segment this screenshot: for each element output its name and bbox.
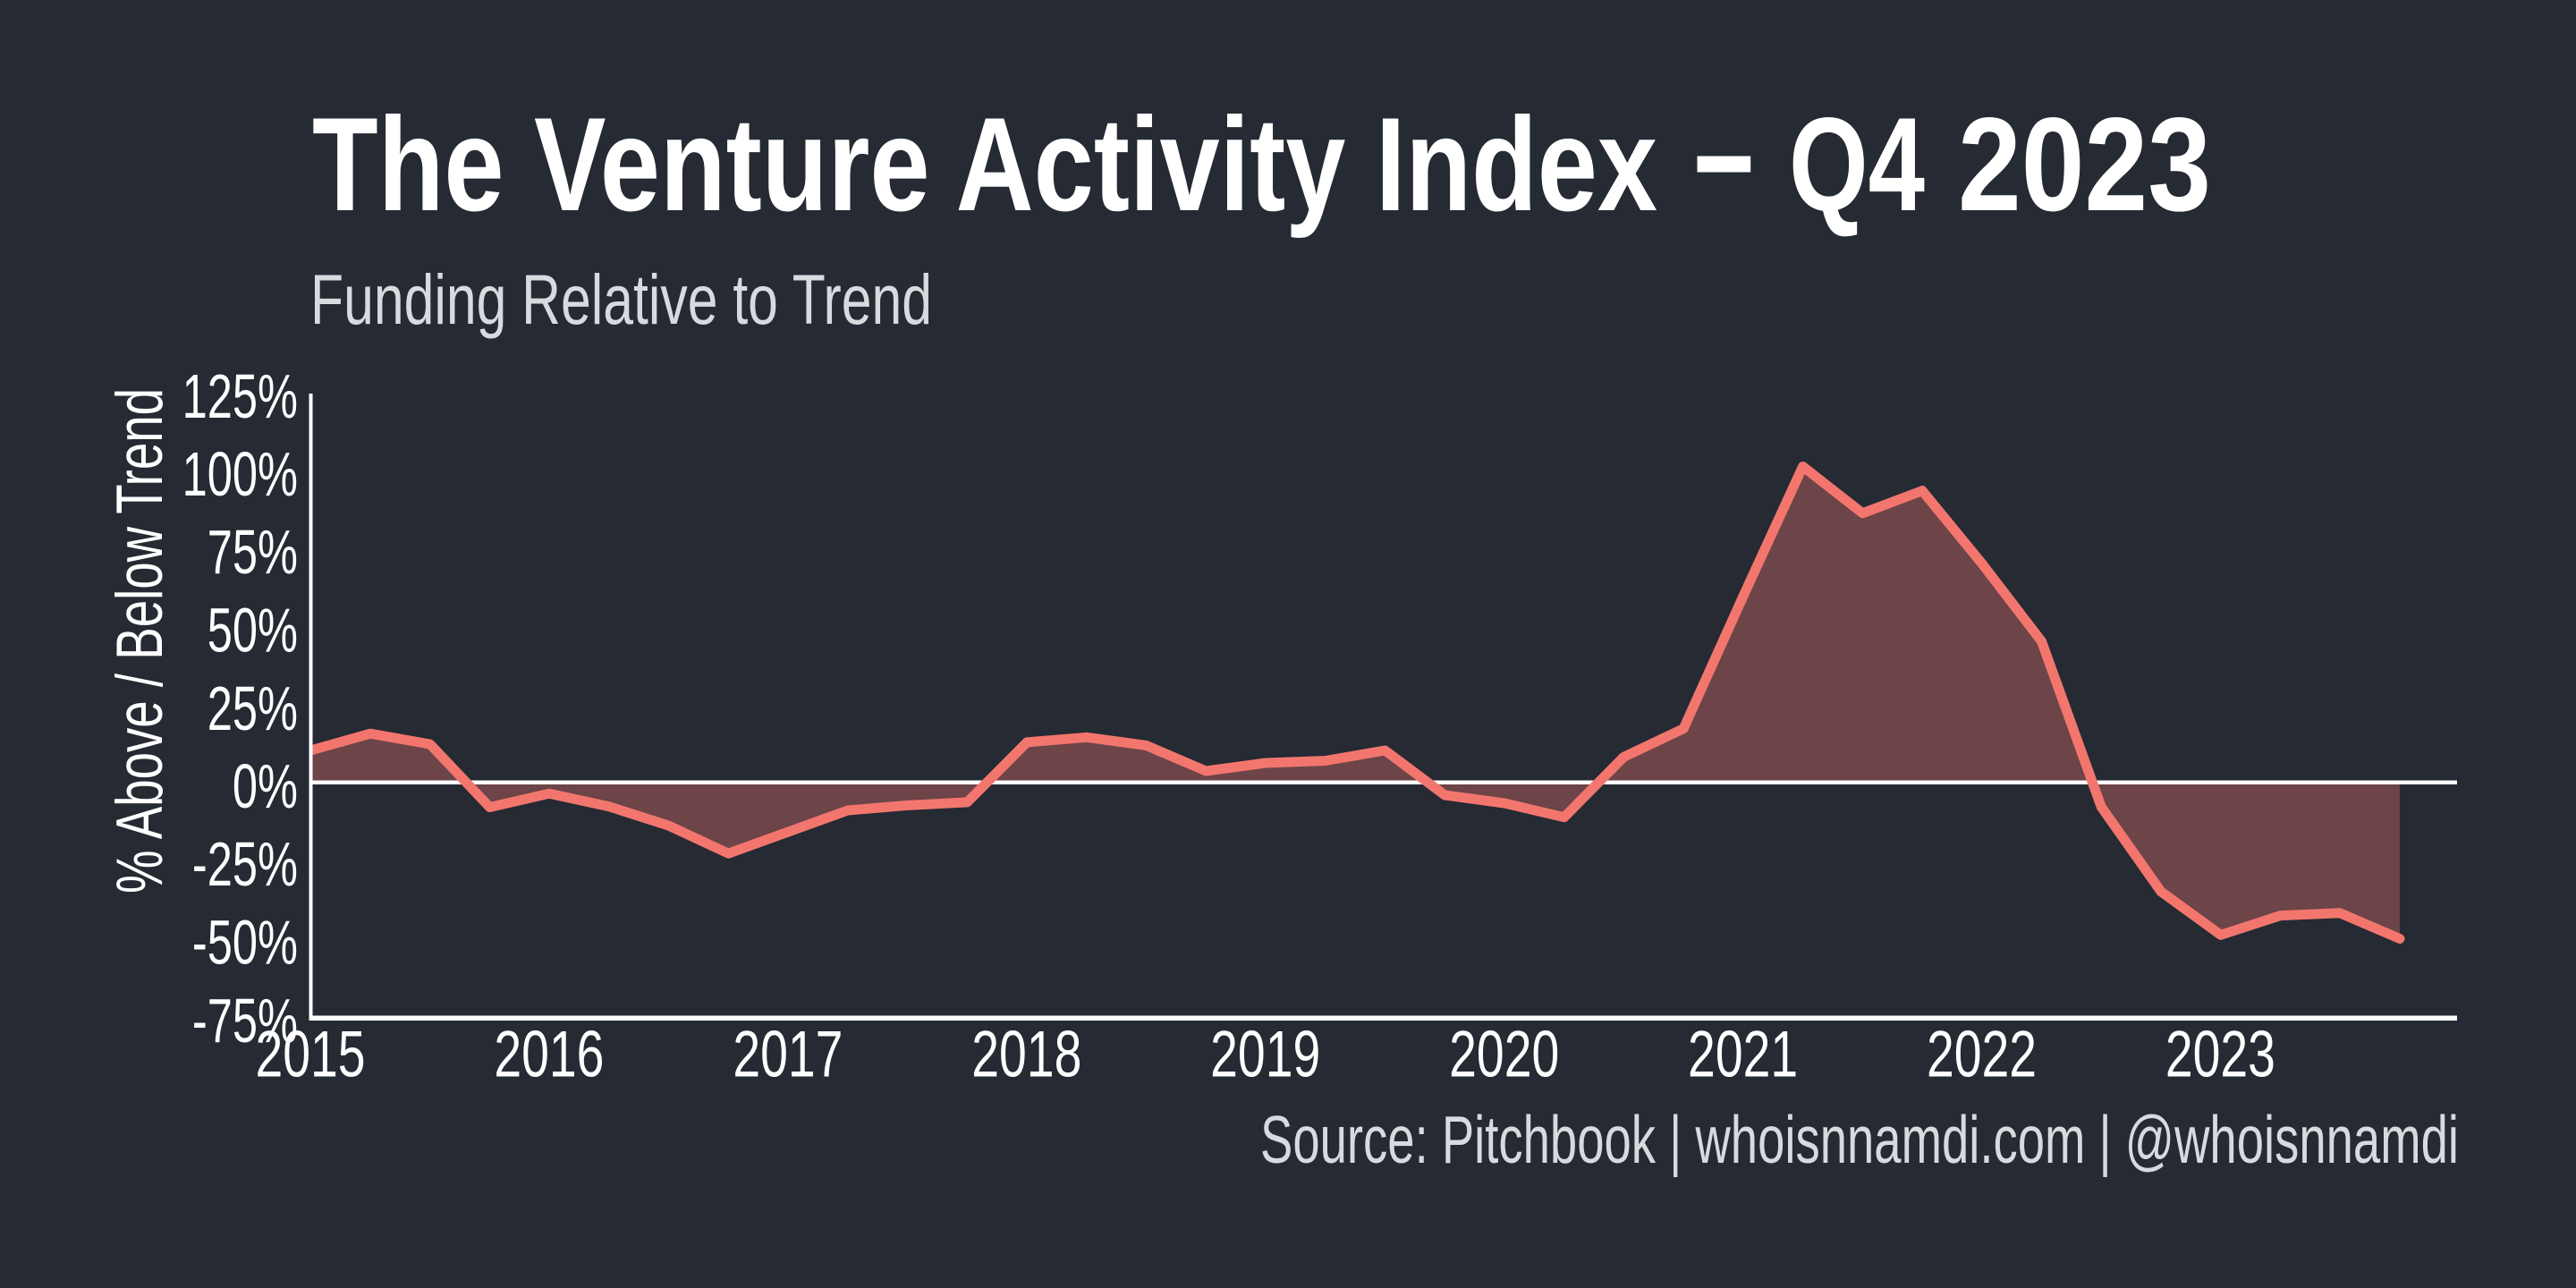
svg-text:100%: 100% (182, 439, 298, 509)
svg-text:2018: 2018 (971, 1017, 1081, 1090)
svg-text:2023: 2023 (2165, 1017, 2275, 1090)
svg-text:2021: 2021 (1688, 1017, 1798, 1090)
svg-text:2022: 2022 (1927, 1017, 2037, 1090)
svg-text:% Above / Below Trend: % Above / Below Trend (104, 388, 176, 894)
svg-text:50%: 50% (208, 595, 298, 665)
svg-text:75%: 75% (208, 517, 298, 587)
svg-text:125%: 125% (182, 361, 298, 431)
svg-text:2015: 2015 (255, 1017, 365, 1090)
svg-text:-25%: -25% (192, 829, 298, 899)
svg-text:Q4: Q4 (1789, 89, 1925, 239)
svg-text:2019: 2019 (1210, 1017, 1320, 1090)
svg-text:2017: 2017 (733, 1017, 843, 1090)
svg-text:-50%: -50% (192, 907, 298, 977)
svg-text:0%: 0% (233, 751, 298, 821)
svg-text:2023: 2023 (1958, 89, 2211, 239)
svg-text:2016: 2016 (494, 1017, 604, 1090)
svg-text:Funding Relative to Trend: Funding Relative to Trend (310, 259, 932, 339)
svg-text:2020: 2020 (1449, 1017, 1559, 1090)
svg-text:The Venture Activity Index: The Venture Activity Index (312, 89, 1657, 239)
svg-text:Source: Pitchbook | whoisnnamd: Source: Pitchbook | whoisnnamdi.com | @w… (1260, 1102, 2459, 1177)
svg-text:25%: 25% (208, 674, 298, 743)
svg-text:-75%: -75% (192, 986, 298, 1055)
